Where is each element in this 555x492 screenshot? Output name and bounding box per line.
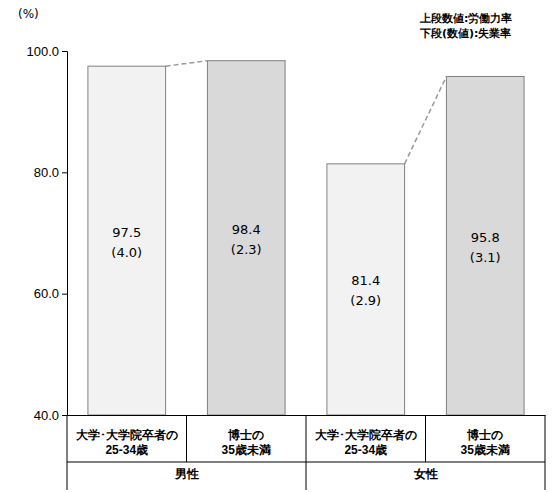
x-tick: 博士の35歳未満 (461, 415, 510, 457)
x-separator (545, 415, 546, 490)
x-tick: 博士の35歳未満 (222, 415, 271, 457)
x-group-line (306, 462, 545, 463)
bar (327, 164, 405, 415)
unemployment-label: (2.9) (350, 293, 381, 308)
x-tick-label: 大学･大学院卒者の25-34歳 (315, 428, 417, 457)
y-tick-label: 100.0 (26, 44, 59, 59)
y-tick-mark (62, 51, 67, 52)
x-group-line (67, 462, 306, 463)
y-tick: 40.0 (34, 408, 67, 423)
bar (446, 76, 524, 415)
unemployment-label: (2.3) (231, 242, 262, 257)
y-axis-title: (%) (18, 7, 39, 21)
x-separator (306, 415, 307, 490)
x-separator (425, 415, 426, 462)
x-tick-label-line: 博士の (227, 428, 264, 442)
x-tick-label-line: 25-34歳 (344, 443, 387, 457)
data-label: 81.4 (351, 273, 380, 288)
x-tick-label-line: 35歳未満 (461, 443, 510, 457)
unemployment-label: (4.0) (111, 245, 142, 260)
plot: 40.060.080.0100.0大学･大学院卒者の25-34歳博士の35歳未満… (26, 44, 545, 490)
y-tick: 100.0 (26, 44, 67, 59)
x-separators (67, 415, 545, 490)
y-axis: 40.0 60.0 80.0 100.0 (26, 44, 67, 423)
x-tick-label-line: 大学･大学院卒者の (76, 428, 178, 442)
bars (88, 61, 524, 415)
data-label: 97.5 (112, 225, 141, 240)
connector (405, 76, 447, 163)
notes: 上段数値:労働力率下段(数値):失業率 (419, 12, 512, 40)
x-tick: 大学･大学院卒者の25-34歳 (315, 415, 417, 457)
y-tick-label: 80.0 (34, 165, 59, 180)
bar (207, 61, 285, 415)
y-axis-line (62, 52, 68, 416)
x-tick-label-line: 35歳未満 (222, 443, 271, 457)
bar (88, 66, 166, 415)
x-group-label: 女性 (413, 467, 438, 481)
y-tick-label: 40.0 (34, 408, 59, 423)
x-tick-label-line: 大学･大学院卒者の (315, 428, 417, 442)
x-tick: 大学･大学院卒者の25-34歳 (76, 415, 178, 457)
y-tick: 80.0 (34, 165, 67, 180)
y-tick-mark (62, 415, 67, 416)
x-tick-label: 博士の35歳未満 (461, 428, 510, 457)
x-separator (186, 415, 187, 462)
x-tick-label-line: 25-34歳 (105, 443, 148, 457)
y-tick-mark (62, 172, 67, 173)
x-tick-label: 大学･大学院卒者の25-34歳 (76, 428, 178, 457)
y-tick-label: 60.0 (34, 286, 59, 301)
chart: 40.060.080.0100.0大学･大学院卒者の25-34歳博士の35歳未満… (0, 0, 555, 492)
x-separator (67, 415, 68, 490)
unemployment-label: (3.1) (470, 250, 501, 265)
x-group-label: 男性 (174, 467, 199, 481)
data-label: 98.4 (232, 222, 261, 237)
note: 上段数値:労働力率 (419, 12, 512, 25)
data-label: 95.8 (471, 230, 500, 245)
y-tick-mark (62, 294, 67, 295)
x-tick-label: 博士の35歳未満 (222, 428, 271, 457)
y-tick: 60.0 (34, 286, 67, 301)
x-tick-label-line: 博士の (466, 428, 503, 442)
note: 下段(数値):失業率 (419, 27, 511, 40)
data-labels: 97.5 (4.0) 98.4 (2.3) 81.4 (2.9) 95.8 (3.1) (111, 222, 500, 309)
connector (166, 61, 208, 66)
